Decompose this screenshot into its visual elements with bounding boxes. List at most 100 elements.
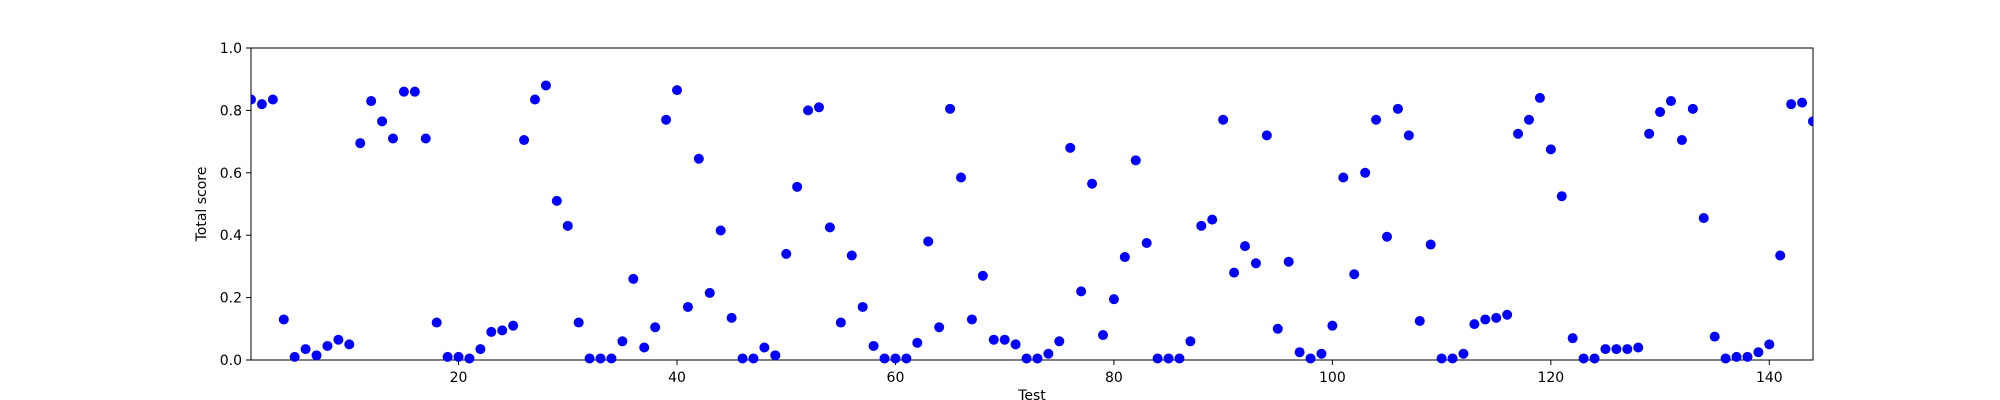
data-point	[1611, 344, 1622, 355]
data-point	[868, 340, 879, 351]
data-point	[497, 325, 508, 336]
data-point	[388, 133, 398, 144]
data-point	[1250, 258, 1261, 269]
data-point	[267, 94, 278, 105]
data-point	[1261, 130, 1272, 141]
plot-area	[250, 47, 1814, 361]
data-point	[1600, 344, 1611, 355]
data-point	[1676, 135, 1687, 146]
data-point	[1152, 353, 1163, 364]
data-point	[442, 351, 453, 362]
data-point	[1775, 250, 1786, 261]
y-tick-label: 0.6	[220, 166, 242, 182]
data-point	[573, 317, 584, 328]
data-point	[595, 353, 606, 364]
data-point	[1163, 353, 1174, 364]
data-point	[1207, 214, 1218, 225]
data-point	[1797, 97, 1808, 108]
data-point	[1087, 178, 1098, 189]
data-point	[1371, 114, 1382, 125]
data-point	[726, 312, 737, 323]
data-point	[988, 334, 999, 345]
data-point	[912, 337, 923, 348]
x-tick-label: 60	[887, 370, 905, 386]
data-point	[1283, 256, 1294, 267]
data-point	[1633, 342, 1644, 353]
data-point	[519, 135, 530, 146]
data-point	[1327, 320, 1338, 331]
data-point	[1589, 353, 1600, 364]
data-point	[1272, 323, 1283, 334]
data-point	[617, 336, 628, 347]
data-point	[814, 102, 824, 113]
x-axis: 20 40 60 80 100 120 140	[450, 360, 1783, 386]
data-point	[1414, 316, 1425, 326]
data-point	[1021, 353, 1032, 364]
data-point	[475, 344, 486, 355]
x-axis-label: Test	[1017, 388, 1046, 400]
data-point	[1425, 239, 1436, 250]
data-point	[562, 220, 573, 231]
data-point	[1644, 128, 1655, 139]
data-point	[879, 353, 890, 364]
y-tick-label: 0.4	[220, 228, 242, 244]
data-point	[1403, 130, 1414, 141]
data-point	[1076, 286, 1087, 297]
data-point	[1545, 144, 1556, 155]
data-point	[650, 322, 661, 333]
data-point	[1447, 353, 1458, 364]
x-tick-label: 80	[1105, 370, 1123, 386]
x-tick-label: 40	[668, 370, 686, 386]
x-tick-label: 140	[1756, 370, 1783, 386]
data-point	[1218, 114, 1229, 125]
data-point	[540, 80, 551, 91]
data-point	[355, 138, 366, 149]
data-point	[508, 320, 519, 331]
data-point	[824, 222, 835, 233]
data-point	[1349, 269, 1360, 280]
data-point	[1742, 351, 1753, 362]
data-point	[486, 326, 497, 337]
data-point	[1731, 351, 1742, 362]
data-point	[606, 353, 617, 364]
data-point	[715, 225, 726, 236]
data-points	[251, 80, 1813, 364]
data-point	[1436, 353, 1447, 364]
data-point	[835, 317, 846, 328]
data-point	[464, 353, 475, 364]
data-point	[639, 342, 650, 353]
data-point	[693, 153, 704, 164]
data-point	[366, 96, 377, 107]
data-point	[453, 351, 464, 362]
data-point	[251, 94, 256, 105]
data-point	[1108, 294, 1119, 305]
data-point	[1032, 353, 1043, 364]
x-tick-label: 100	[1319, 370, 1346, 386]
data-point	[1098, 330, 1108, 341]
data-point	[1010, 339, 1021, 350]
data-point	[1065, 142, 1076, 153]
data-point	[1119, 252, 1130, 263]
data-point	[1698, 213, 1709, 224]
y-axis-label: Total score	[194, 167, 210, 243]
data-point	[966, 314, 977, 325]
data-point	[1687, 103, 1698, 114]
data-point	[409, 86, 420, 97]
data-point	[289, 351, 300, 362]
data-point	[1043, 348, 1054, 359]
data-point	[759, 342, 770, 353]
data-point	[901, 353, 912, 364]
data-point	[1753, 347, 1764, 358]
axes-frame	[250, 47, 1814, 361]
data-point	[1502, 309, 1513, 320]
data-point	[1480, 314, 1491, 325]
data-point	[1469, 319, 1480, 330]
y-tick-label: 1.0	[220, 41, 242, 57]
data-point	[1513, 128, 1524, 139]
data-point	[999, 334, 1010, 345]
data-point	[977, 270, 988, 281]
y-tick-label: 0.8	[220, 103, 242, 119]
data-point	[682, 301, 693, 312]
